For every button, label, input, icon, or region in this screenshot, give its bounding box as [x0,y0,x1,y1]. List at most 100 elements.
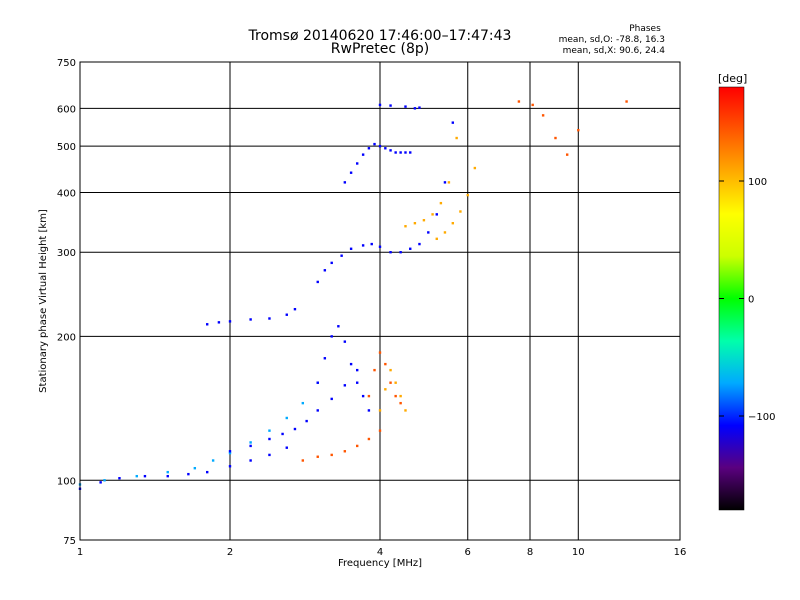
data-point [316,280,319,284]
data-point [343,450,347,453]
data-point [293,427,297,431]
chart-subtitle: RwPretec (8p) [331,41,429,57]
data-point [228,320,232,323]
data-point [399,251,402,254]
data-point [455,136,458,140]
data-point [422,219,426,222]
data-point [143,474,147,478]
data-point [268,453,271,457]
colorbar-unit: [deg] [718,72,747,85]
data-point [193,466,197,470]
data-point [99,481,102,484]
data-point [404,225,407,228]
data-point [355,444,359,448]
y-axis-label: Stationary phase Virtual Height [km] [38,209,49,393]
colorbar-tick-label: 0 [748,295,754,306]
data-point [349,247,353,250]
data-point [389,381,392,384]
data-point [378,351,382,354]
data-points [78,100,628,490]
data-point [330,397,333,401]
colorbar-tick-label: 100 [748,177,767,188]
x-tick-label: 16 [674,547,687,558]
data-point [355,368,359,372]
data-point [118,477,121,480]
x-tick-label: 8 [527,547,533,558]
data-point [367,409,371,412]
data-point [228,451,232,455]
data-point [249,318,252,321]
data-point [625,100,628,103]
data-point [228,450,232,453]
data-point [337,325,340,328]
data-point [384,147,387,150]
data-point [443,181,447,184]
data-point [367,394,371,398]
data-point [205,323,209,326]
colorbar-ticks: 100 0 −100 [719,177,775,423]
plot-grid [80,62,680,540]
data-point [409,247,412,250]
data-point [409,151,412,154]
data-point [249,459,252,462]
data-point [378,409,382,412]
data-point [399,394,402,398]
data-point [370,242,373,246]
x-tick-label: 1 [77,547,83,558]
data-point [285,416,288,420]
data-point [268,437,271,441]
data-point [466,193,469,197]
data-point [361,244,365,247]
data-point [384,362,387,366]
stats-x: mean, sd,X: 90.6, 24.4 [563,46,666,56]
data-point [541,114,545,117]
data-point [349,362,353,366]
data-point [330,335,333,338]
data-point [285,313,288,316]
data-point [323,269,327,272]
data-point [431,213,434,216]
x-tick-label: 2 [227,547,233,558]
data-point [577,128,580,132]
data-point [565,153,569,156]
data-point [301,459,305,462]
data-point [373,142,376,146]
data-point [404,151,407,154]
data-point [554,136,557,140]
data-point [389,104,392,107]
data-point [281,432,284,436]
data-point [361,153,365,156]
data-point [394,394,397,398]
data-point [285,446,288,449]
stats-title: Phases [629,24,661,34]
y-tick-label: 200 [57,332,76,343]
data-point [413,222,417,225]
data-point [413,107,417,110]
data-point [447,181,451,184]
data-point [443,231,447,234]
data-point [517,100,521,103]
data-point [103,479,106,482]
data-point [316,409,319,412]
data-point [439,201,443,205]
data-point [268,317,271,320]
data-point [384,388,387,391]
data-point [378,103,382,107]
data-point [389,251,392,254]
data-point [205,470,209,474]
data-point [435,213,438,216]
data-point [330,261,333,265]
data-point [340,254,343,257]
y-tick-label: 300 [57,248,76,259]
data-point [404,409,407,412]
data-point [187,472,190,476]
data-point [378,429,382,432]
y-tick-label: 400 [57,188,76,199]
data-point [373,368,376,372]
y-tick-label: 100 [57,476,76,487]
data-point [473,166,477,170]
x-tick-label: 4 [377,547,383,558]
data-point [343,340,347,343]
y-tick-label: 600 [57,104,76,115]
